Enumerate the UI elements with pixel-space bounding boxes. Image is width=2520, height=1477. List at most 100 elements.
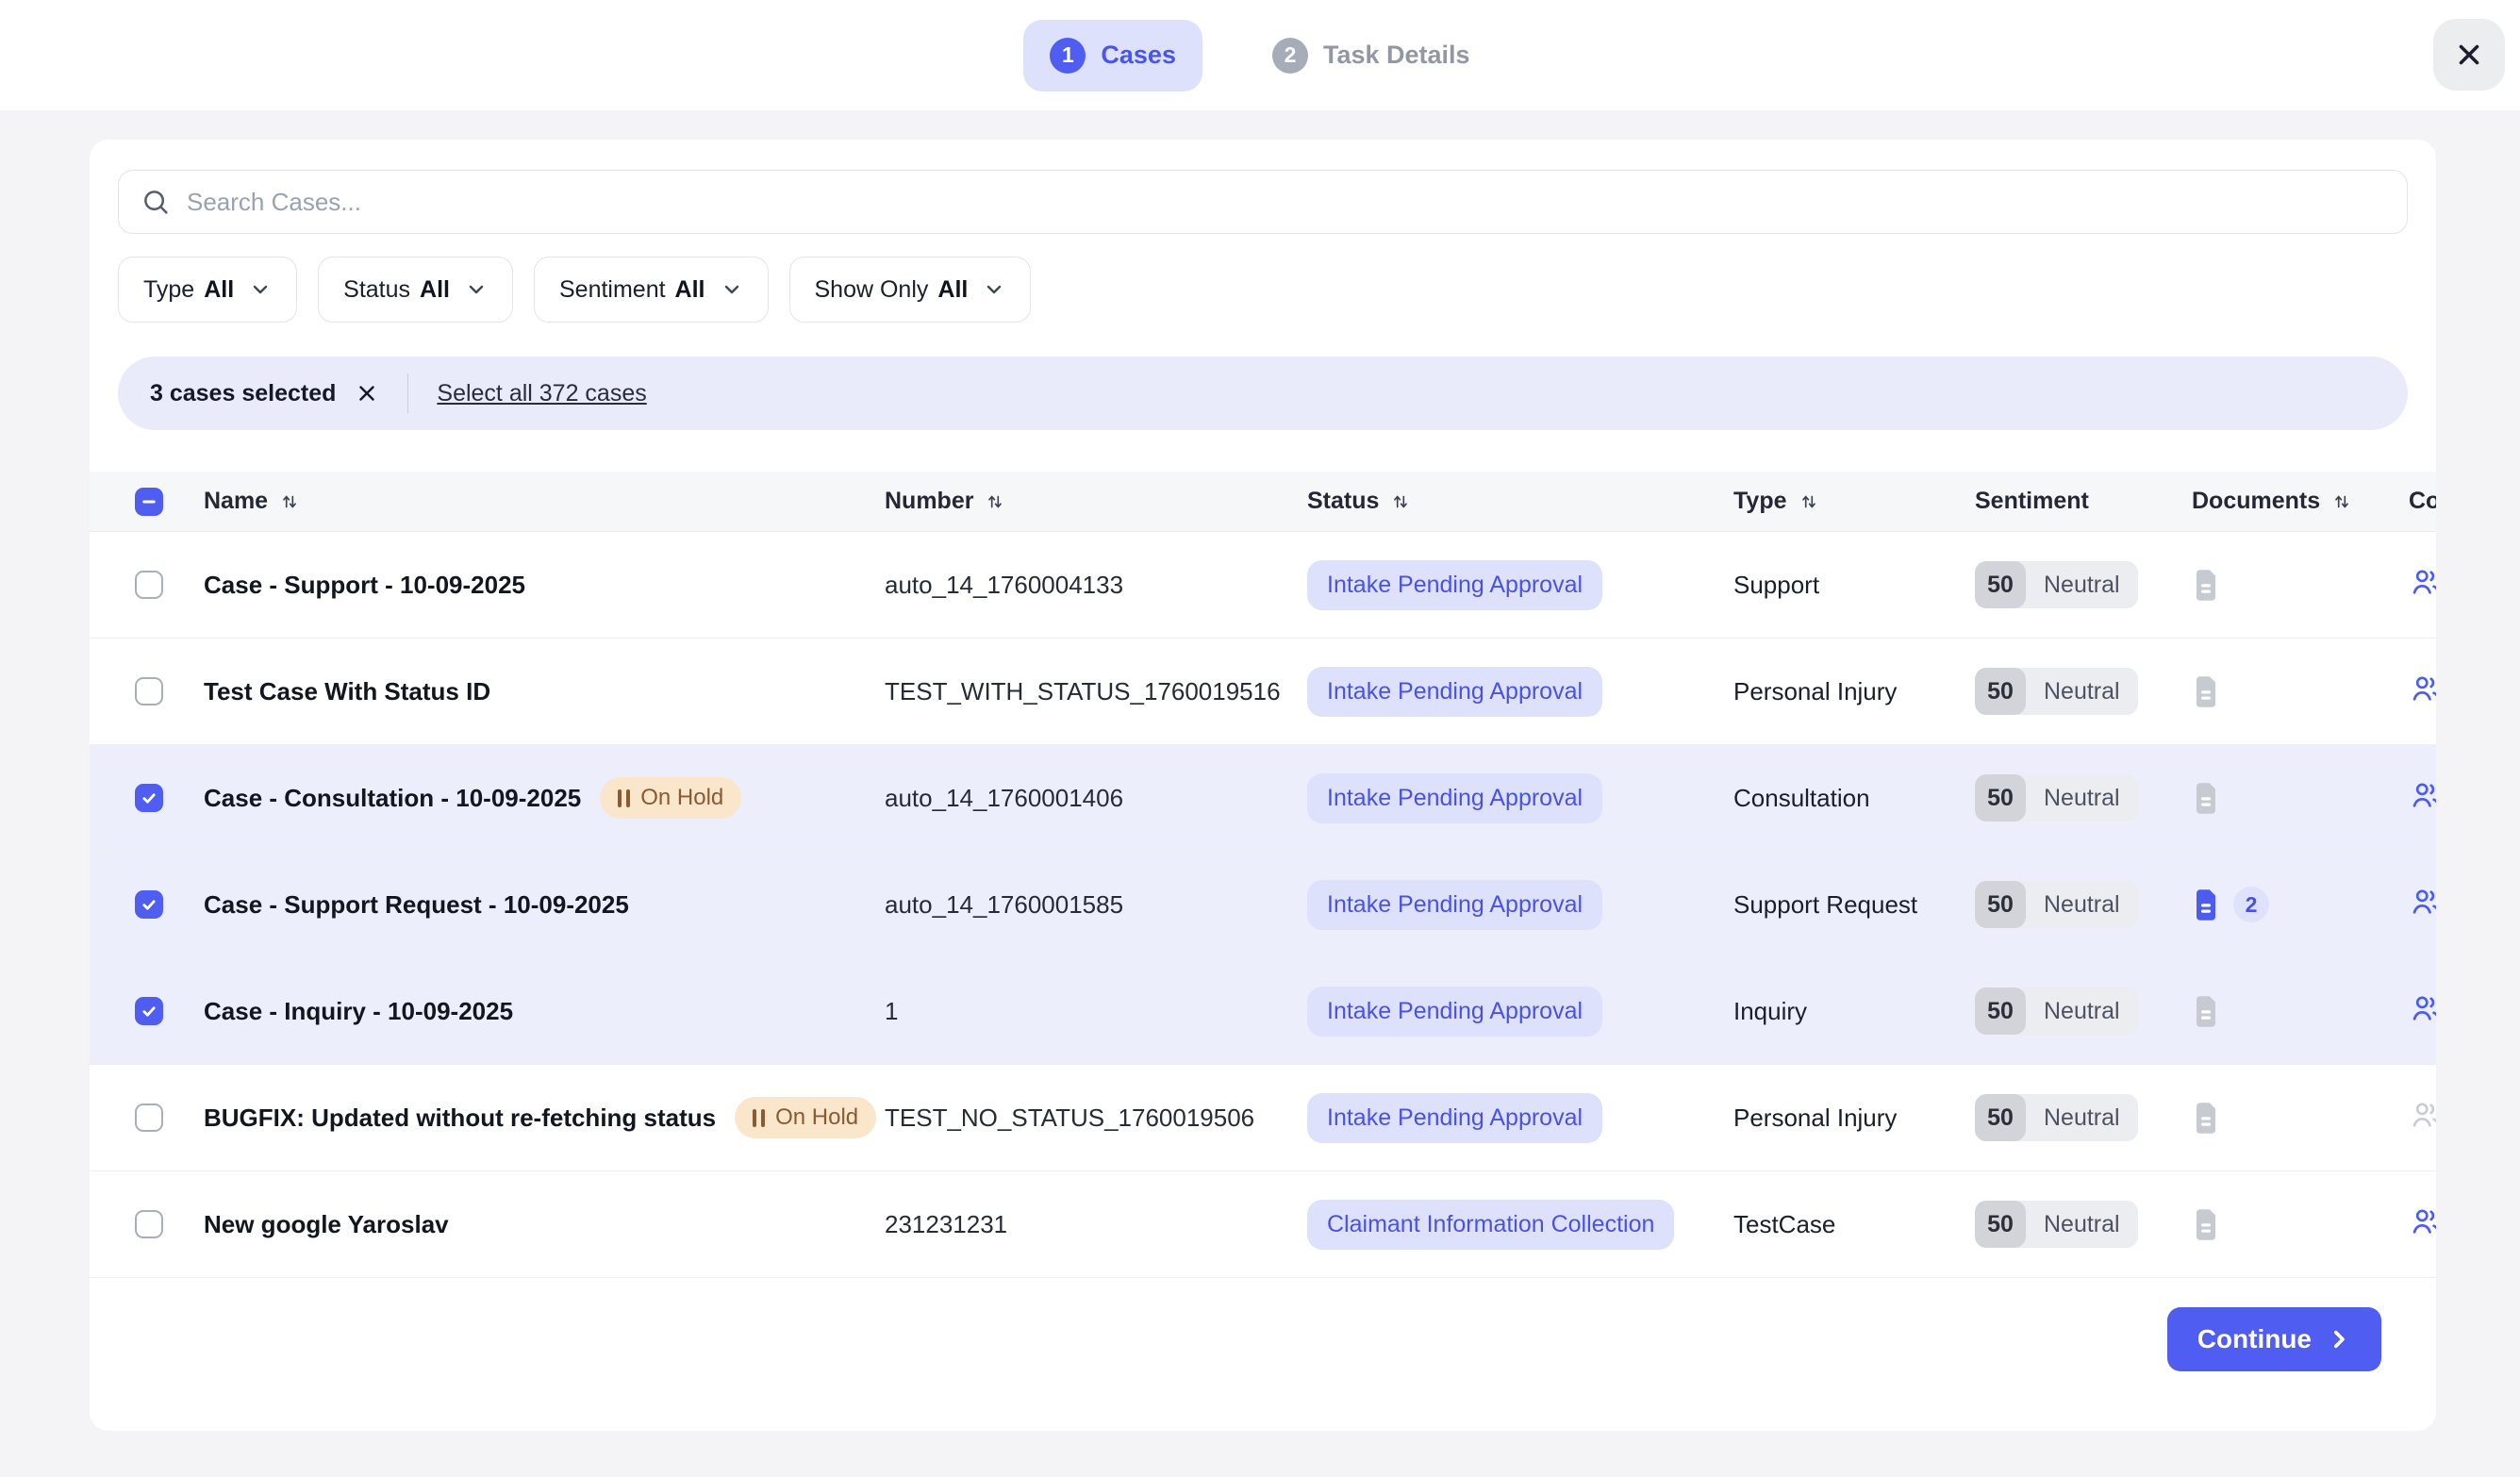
column-header-status[interactable]: Status xyxy=(1307,488,1733,515)
sentiment-badge: 50Neutral xyxy=(1975,561,2138,608)
filter-value: All xyxy=(937,276,968,304)
step-task-details[interactable]: 2 Task Details xyxy=(1246,20,1497,91)
column-header-name[interactable]: Name xyxy=(204,488,885,515)
continue-button[interactable]: Continue xyxy=(2167,1307,2381,1371)
sentiment-badge: 50Neutral xyxy=(1975,881,2138,928)
filter-status[interactable]: Status All xyxy=(318,257,513,323)
clear-icon xyxy=(355,381,379,406)
chevron-down-icon xyxy=(721,278,743,301)
status-badge: Intake Pending Approval xyxy=(1307,987,1602,1037)
search-input[interactable] xyxy=(187,188,2386,217)
sentiment-label: Neutral xyxy=(2026,572,2138,599)
contacts-icon[interactable] xyxy=(2409,565,2436,601)
case-type: TestCase xyxy=(1733,1210,1975,1239)
table-row[interactable]: New google Yaroslav 231231231 Claimant I… xyxy=(90,1171,2436,1278)
row-checkbox[interactable] xyxy=(135,677,163,705)
table-row[interactable]: Case - Support - 10-09-2025 auto_14_1760… xyxy=(90,532,2436,639)
column-label: Documents xyxy=(2192,488,2320,515)
on-hold-badge: On Hold xyxy=(735,1097,876,1138)
table-row[interactable]: BUGFIX: Updated without re-fetching stat… xyxy=(90,1065,2436,1171)
filter-label: Status xyxy=(343,276,410,304)
close-icon xyxy=(2453,39,2485,71)
row-checkbox[interactable] xyxy=(135,571,163,599)
column-label: Co xyxy=(2409,488,2436,515)
top-bar: 1 Cases 2 Task Details xyxy=(0,0,2520,110)
pause-icon xyxy=(753,1109,765,1127)
case-type: Personal Injury xyxy=(1733,677,1975,706)
case-number: auto_14_1760004133 xyxy=(885,571,1307,600)
filter-value: All xyxy=(420,276,450,304)
filter-sentiment[interactable]: Sentiment All xyxy=(534,257,769,323)
contacts-icon[interactable] xyxy=(2409,885,2436,921)
filter-label: Show Only xyxy=(815,276,929,304)
select-all-checkbox[interactable] xyxy=(135,488,163,516)
document-icon xyxy=(2192,1102,2220,1135)
status-badge: Intake Pending Approval xyxy=(1307,880,1602,930)
sentiment-score: 50 xyxy=(1975,561,2026,608)
row-checkbox[interactable] xyxy=(135,997,163,1025)
sort-icon xyxy=(1799,491,1819,512)
status-badge: Intake Pending Approval xyxy=(1307,1093,1602,1143)
row-checkbox[interactable] xyxy=(135,1104,163,1132)
column-header-contacts[interactable]: Co xyxy=(2409,488,2436,515)
row-checkbox[interactable] xyxy=(135,784,163,812)
on-hold-label: On Hold xyxy=(640,785,723,811)
table-row[interactable]: Test Case With Status ID TEST_WITH_STATU… xyxy=(90,639,2436,745)
filter-value: All xyxy=(204,276,234,304)
documents-count-badge: 2 xyxy=(2233,887,2269,922)
table-row[interactable]: Case - Inquiry - 10-09-2025 1 Intake Pen… xyxy=(90,958,2436,1065)
contacts-icon xyxy=(2409,1098,2436,1134)
contacts-icon[interactable] xyxy=(2409,1204,2436,1240)
filter-show-only[interactable]: Show Only All xyxy=(789,257,1032,323)
column-label: Sentiment xyxy=(1975,488,2089,515)
sort-icon xyxy=(2331,491,2352,512)
document-icon xyxy=(2192,995,2220,1028)
column-header-number[interactable]: Number xyxy=(885,488,1307,515)
case-number: auto_14_1760001406 xyxy=(885,784,1307,813)
case-name: BUGFIX: Updated without re-fetching stat… xyxy=(204,1104,716,1133)
document-icon xyxy=(2192,1208,2220,1241)
sentiment-badge: 50Neutral xyxy=(1975,668,2138,715)
case-name: Case - Inquiry - 10-09-2025 xyxy=(204,997,513,1026)
contacts-icon[interactable] xyxy=(2409,991,2436,1027)
clear-selection-button[interactable] xyxy=(355,381,379,406)
case-selection-modal: 1 Cases 2 Task Details Type All Status xyxy=(0,0,2520,1477)
sentiment-score: 50 xyxy=(1975,1094,2026,1141)
filter-label: Sentiment xyxy=(559,276,666,304)
row-checkbox[interactable] xyxy=(135,890,163,919)
table-row[interactable]: Case - Consultation - 10-09-2025 On Hold… xyxy=(90,745,2436,852)
step-cases[interactable]: 1 Cases xyxy=(1023,20,1202,91)
select-all-link[interactable]: Select all 372 cases xyxy=(437,380,646,407)
row-checkbox[interactable] xyxy=(135,1210,163,1238)
filter-value: All xyxy=(675,276,705,304)
column-header-type[interactable]: Type xyxy=(1733,488,1975,515)
case-name: Case - Support Request - 10-09-2025 xyxy=(204,890,629,920)
on-hold-label: On Hold xyxy=(775,1104,858,1131)
column-label: Type xyxy=(1733,488,1787,515)
chevron-right-icon xyxy=(2327,1327,2351,1352)
cases-card: Type All Status All Sentiment All Show O… xyxy=(90,140,2436,1431)
close-button[interactable] xyxy=(2433,19,2505,91)
sentiment-score: 50 xyxy=(1975,1201,2026,1248)
check-icon xyxy=(141,789,158,806)
document-icon[interactable] xyxy=(2192,888,2220,921)
search-box xyxy=(118,170,2408,234)
filter-type[interactable]: Type All xyxy=(118,257,297,323)
status-badge: Intake Pending Approval xyxy=(1307,773,1602,823)
document-icon xyxy=(2192,569,2220,602)
document-icon xyxy=(2192,675,2220,708)
table-row[interactable]: Case - Support Request - 10-09-2025 auto… xyxy=(90,852,2436,958)
contacts-icon[interactable] xyxy=(2409,672,2436,707)
sentiment-label: Neutral xyxy=(2026,998,2138,1025)
chevron-down-icon xyxy=(983,278,1005,301)
sentiment-label: Neutral xyxy=(2026,891,2138,919)
column-label: Status xyxy=(1307,488,1379,515)
sentiment-label: Neutral xyxy=(2026,1104,2138,1132)
selection-count-text: 3 cases selected xyxy=(150,380,336,407)
cases-table: Name Number Status Type Sentiment xyxy=(90,472,2436,1278)
sentiment-label: Neutral xyxy=(2026,785,2138,812)
contacts-icon[interactable] xyxy=(2409,778,2436,814)
step-number: 2 xyxy=(1272,38,1308,74)
column-header-documents[interactable]: Documents xyxy=(2192,488,2409,515)
sort-icon xyxy=(279,491,300,512)
